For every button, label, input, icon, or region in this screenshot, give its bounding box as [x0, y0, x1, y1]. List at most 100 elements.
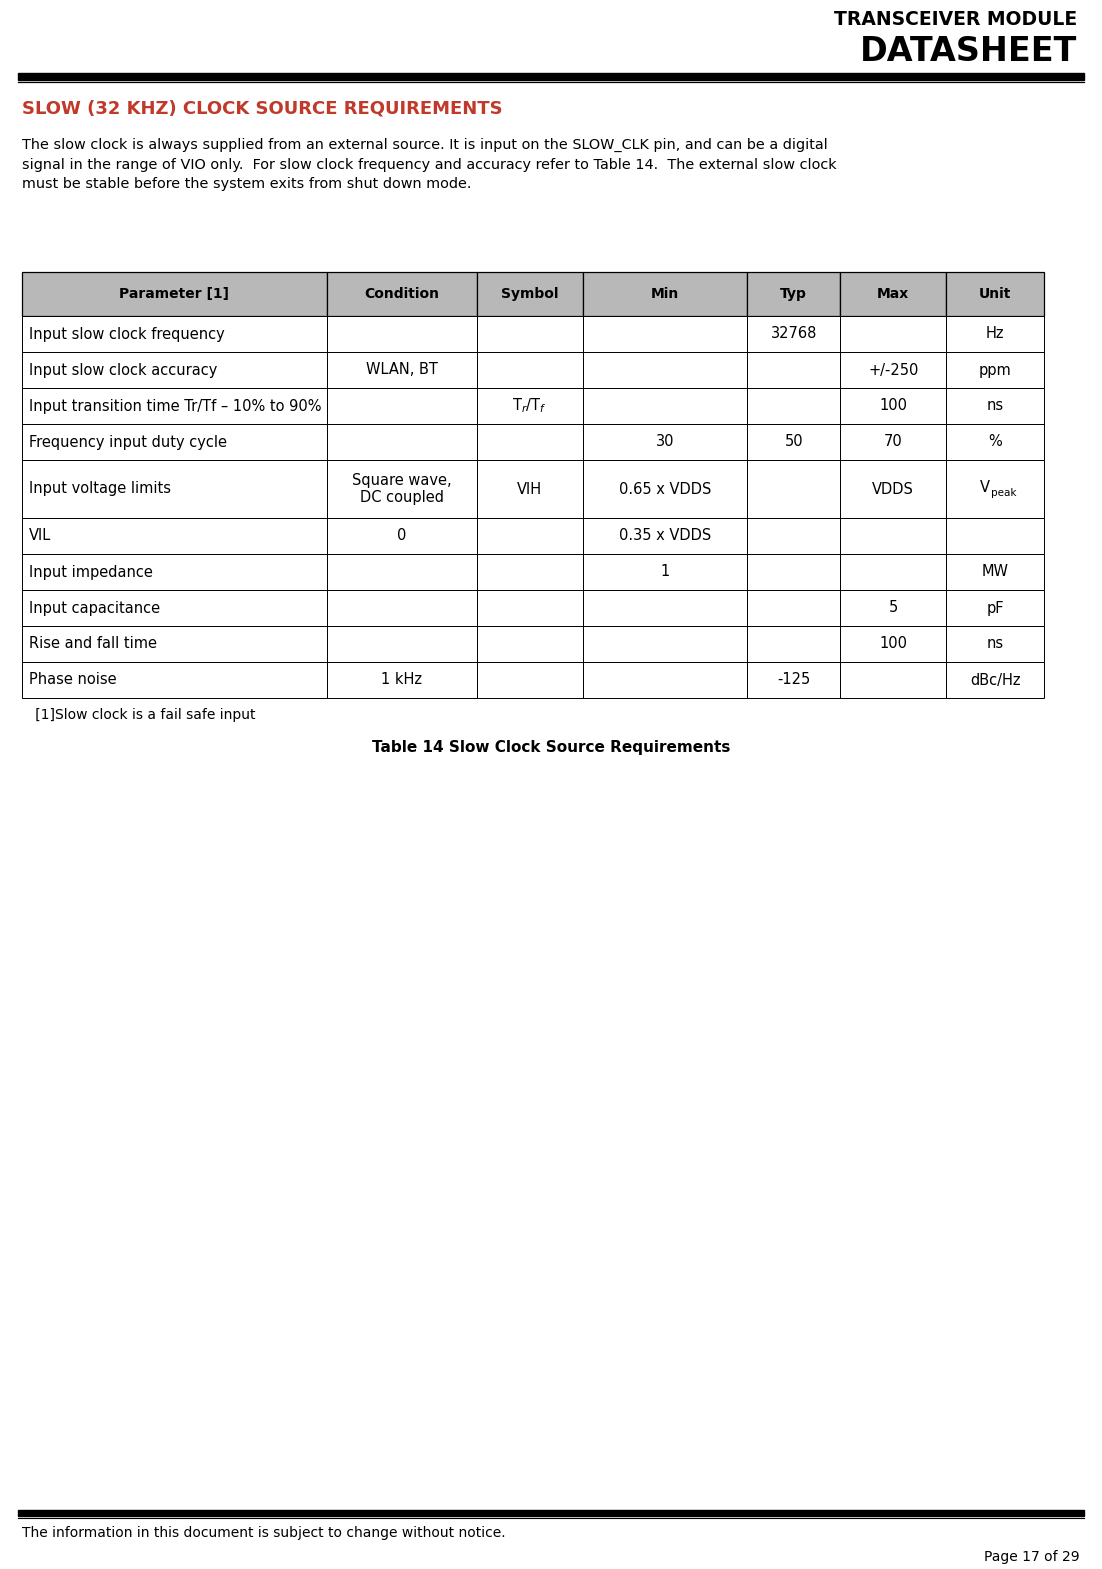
Bar — [327, 388, 477, 424]
Bar — [583, 271, 747, 315]
Text: pF: pF — [986, 601, 1004, 615]
Bar — [747, 460, 841, 518]
Text: 5: 5 — [888, 601, 898, 615]
Text: SLOW (32 KHZ) CLOCK SOURCE REQUIREMENTS: SLOW (32 KHZ) CLOCK SOURCE REQUIREMENTS — [22, 100, 503, 118]
Bar — [22, 424, 327, 460]
Bar — [583, 424, 747, 460]
Text: VIL: VIL — [29, 529, 52, 543]
Bar — [327, 626, 477, 662]
Text: Parameter [1]: Parameter [1] — [119, 287, 229, 301]
Bar — [747, 271, 841, 315]
Text: [1]Slow clock is a fail safe input: [1]Slow clock is a fail safe input — [22, 708, 256, 722]
Bar — [583, 626, 747, 662]
Text: signal in the range of VIO only.  For slow clock frequency and accuracy refer to: signal in the range of VIO only. For slo… — [22, 157, 836, 171]
Text: 100: 100 — [879, 399, 907, 414]
Bar — [841, 590, 947, 626]
Text: Condition: Condition — [365, 287, 440, 301]
Bar — [583, 590, 747, 626]
Bar — [947, 424, 1044, 460]
Bar — [841, 518, 947, 554]
Text: 1 kHz: 1 kHz — [381, 673, 422, 687]
Text: T$_r$/T$_f$: T$_r$/T$_f$ — [512, 397, 547, 416]
Bar — [18, 1509, 1084, 1516]
Bar — [477, 351, 583, 388]
Text: V: V — [980, 480, 990, 494]
Bar — [22, 554, 327, 590]
Text: Typ: Typ — [780, 287, 807, 301]
Bar — [327, 662, 477, 698]
Bar — [947, 460, 1044, 518]
Text: Min: Min — [651, 287, 679, 301]
Text: Page 17 of 29: Page 17 of 29 — [984, 1550, 1080, 1564]
Text: The information in this document is subject to change without notice.: The information in this document is subj… — [22, 1527, 506, 1541]
Text: ns: ns — [986, 637, 1004, 651]
Text: WLAN, BT: WLAN, BT — [366, 362, 437, 378]
Text: -125: -125 — [777, 673, 810, 687]
Bar — [841, 271, 947, 315]
Bar — [477, 662, 583, 698]
Text: 0.65 x VDDS: 0.65 x VDDS — [618, 482, 711, 496]
Bar — [947, 590, 1044, 626]
Text: 30: 30 — [656, 435, 674, 449]
Bar — [947, 518, 1044, 554]
Text: VIH: VIH — [517, 482, 542, 496]
Text: Max: Max — [877, 287, 909, 301]
Text: 50: 50 — [785, 435, 803, 449]
Text: The slow clock is always supplied from an external source. It is input on the SL: The slow clock is always supplied from a… — [22, 138, 828, 152]
Bar — [477, 626, 583, 662]
Text: 70: 70 — [884, 435, 903, 449]
Text: Input transition time Tr/Tf – 10% to 90%: Input transition time Tr/Tf – 10% to 90% — [29, 399, 322, 414]
Text: +/-250: +/-250 — [868, 362, 918, 378]
Bar — [747, 554, 841, 590]
Text: Input capacitance: Input capacitance — [29, 601, 160, 615]
Text: ppm: ppm — [979, 362, 1012, 378]
Bar — [747, 351, 841, 388]
Text: 100: 100 — [879, 637, 907, 651]
Bar — [22, 315, 327, 351]
Bar — [327, 351, 477, 388]
Bar — [477, 554, 583, 590]
Bar — [947, 388, 1044, 424]
Text: Phase noise: Phase noise — [29, 673, 117, 687]
Bar — [22, 271, 327, 315]
Bar — [841, 351, 947, 388]
Text: %: % — [988, 435, 1002, 449]
Text: DATASHEET: DATASHEET — [860, 35, 1077, 67]
Bar — [22, 460, 327, 518]
Text: Frequency input duty cycle: Frequency input duty cycle — [29, 435, 227, 449]
Bar — [18, 74, 1084, 80]
Bar — [22, 626, 327, 662]
Bar — [22, 388, 327, 424]
Bar — [22, 518, 327, 554]
Text: Hz: Hz — [986, 326, 1004, 342]
Bar — [477, 424, 583, 460]
Bar — [583, 460, 747, 518]
Bar — [747, 388, 841, 424]
Text: MW: MW — [982, 565, 1008, 579]
Bar — [747, 662, 841, 698]
Bar — [747, 626, 841, 662]
Bar — [327, 590, 477, 626]
Bar — [947, 271, 1044, 315]
Bar — [477, 590, 583, 626]
Bar — [841, 662, 947, 698]
Bar — [947, 626, 1044, 662]
Text: 1: 1 — [660, 565, 670, 579]
Text: Rise and fall time: Rise and fall time — [29, 637, 156, 651]
Bar — [327, 424, 477, 460]
Bar — [841, 626, 947, 662]
Text: VDDS: VDDS — [873, 482, 915, 496]
Bar — [583, 351, 747, 388]
Bar — [22, 590, 327, 626]
Bar — [947, 662, 1044, 698]
Bar — [327, 315, 477, 351]
Bar — [583, 662, 747, 698]
Bar — [747, 315, 841, 351]
Bar — [947, 351, 1044, 388]
Bar — [841, 315, 947, 351]
Text: Square wave,
DC coupled: Square wave, DC coupled — [352, 472, 452, 505]
Text: Input slow clock accuracy: Input slow clock accuracy — [29, 362, 217, 378]
Text: Unit: Unit — [979, 287, 1012, 301]
Bar — [327, 554, 477, 590]
Text: TRANSCEIVER MODULE: TRANSCEIVER MODULE — [834, 9, 1077, 28]
